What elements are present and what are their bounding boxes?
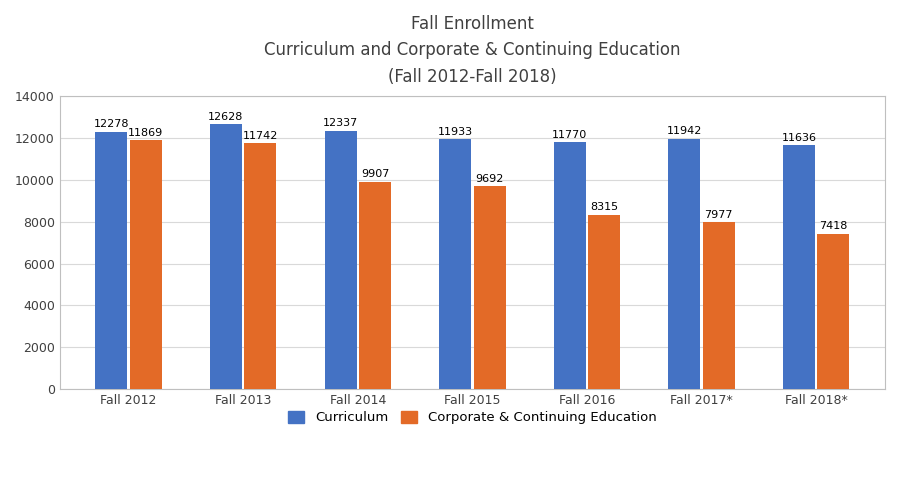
Text: 11933: 11933	[437, 127, 472, 136]
Text: 9907: 9907	[361, 169, 389, 179]
Text: 12278: 12278	[94, 119, 129, 129]
Legend: Curriculum, Corporate & Continuing Education: Curriculum, Corporate & Continuing Educa…	[284, 406, 662, 430]
Text: 11742: 11742	[243, 131, 278, 141]
Text: 11636: 11636	[781, 133, 816, 143]
Bar	[588, 215, 620, 390]
Bar	[554, 143, 586, 390]
Text: 11770: 11770	[553, 130, 588, 140]
Bar	[669, 139, 700, 390]
Text: 12337: 12337	[323, 118, 358, 128]
Text: 7977: 7977	[705, 209, 734, 220]
Bar	[130, 140, 162, 390]
Bar	[439, 139, 472, 390]
Text: 9692: 9692	[475, 173, 504, 184]
Bar	[783, 145, 815, 390]
Bar	[817, 234, 850, 390]
Text: 11942: 11942	[667, 126, 702, 136]
Text: 12628: 12628	[208, 112, 244, 122]
Text: 7418: 7418	[819, 221, 848, 231]
Bar	[95, 132, 128, 390]
Text: 8315: 8315	[590, 203, 618, 212]
Title: Fall Enrollment
Curriculum and Corporate & Continuing Education
(Fall 2012-Fall : Fall Enrollment Curriculum and Corporate…	[264, 15, 680, 86]
Bar	[210, 125, 242, 390]
Bar	[325, 131, 356, 390]
Text: 11869: 11869	[128, 128, 163, 138]
Bar	[244, 143, 276, 390]
Bar	[359, 182, 391, 390]
Bar	[473, 186, 506, 390]
Bar	[703, 222, 734, 390]
